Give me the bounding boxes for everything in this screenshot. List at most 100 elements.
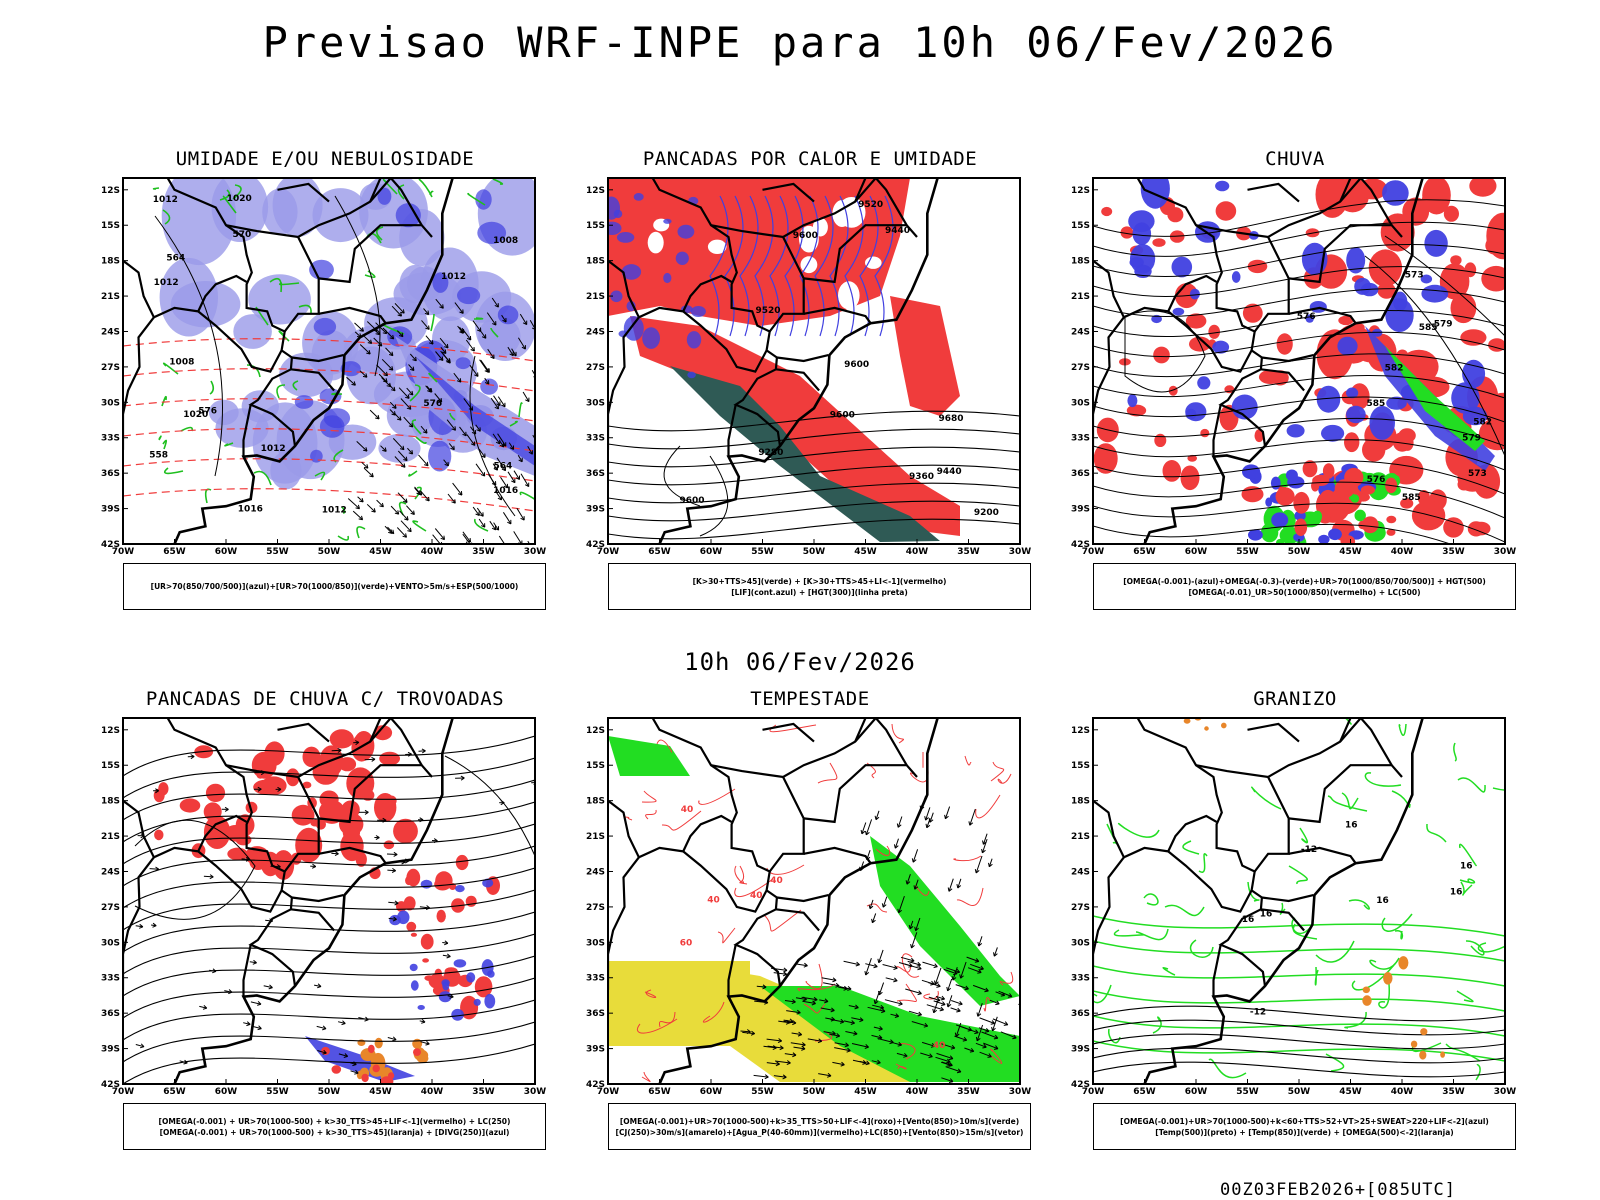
wind-vector-head <box>930 980 935 986</box>
contour-line <box>408 470 418 477</box>
wind-vector-head <box>940 995 945 1001</box>
wind-vector <box>507 346 514 356</box>
wind-vector <box>955 984 969 990</box>
wind-vector <box>848 1005 859 1009</box>
wind-vector <box>983 1042 999 1050</box>
wind-vector <box>878 982 885 996</box>
legend-line: [OMEGA(-0.001)-(azul)+OMEGA(-0.3)-(verde… <box>1123 576 1486 586</box>
wind-vector <box>865 963 878 968</box>
lat-label: 36S <box>101 469 120 479</box>
lon-label: 45W <box>854 1087 877 1096</box>
wind-vector-head <box>791 999 796 1005</box>
lat-label: 24S <box>1071 327 1090 337</box>
contour-line <box>1299 827 1309 844</box>
contour-line <box>1093 374 1505 399</box>
wind-vector <box>970 963 984 970</box>
field-shading <box>480 378 498 395</box>
contour-line <box>161 395 167 407</box>
wind-vector <box>993 947 998 957</box>
wind-vector-head <box>803 962 808 968</box>
wind-vector <box>920 1052 933 1058</box>
wind-vector-head <box>939 1006 944 1012</box>
wind-vector <box>406 505 415 515</box>
field-shading <box>377 187 392 205</box>
field-shading <box>367 1044 375 1054</box>
border-line <box>369 718 382 743</box>
wind-vector-head <box>383 378 388 383</box>
contour-line <box>1113 929 1145 937</box>
wind-vector-head <box>830 1007 835 1013</box>
wind-vector <box>472 506 480 516</box>
contour-line <box>152 187 160 190</box>
wind-vector <box>873 1026 883 1030</box>
border-line <box>1212 404 1222 457</box>
contour-line <box>1093 288 1505 318</box>
wind-vector-head <box>468 406 474 411</box>
lat-label: 18S <box>1071 257 1090 267</box>
wind-vector-head <box>969 1047 975 1053</box>
lat-label: 12S <box>1071 186 1090 196</box>
lat-label: 15S <box>1071 221 1090 231</box>
contour-label: 9600 <box>793 231 818 241</box>
contour-line <box>123 368 535 392</box>
contour-line <box>1288 865 1308 885</box>
field-shading <box>329 729 354 749</box>
field-shading <box>1294 518 1308 537</box>
wind-vector-head <box>404 516 409 521</box>
lat-label: 18S <box>101 257 120 267</box>
field-shading <box>1275 487 1295 506</box>
panel-trovoadas: PANCADAS DE CHUVA C/ TROVOADAS 12S 15S 18S 2… <box>95 688 555 1150</box>
contour-line <box>253 470 272 486</box>
contour-line <box>1093 915 1505 937</box>
wind-vector <box>484 377 490 385</box>
wind-vector-head <box>497 495 502 501</box>
wind-vector-head <box>923 1022 929 1028</box>
wind-vector <box>829 1033 840 1037</box>
wind-vector <box>354 322 364 332</box>
field-shading <box>405 876 413 886</box>
field-shading <box>1467 521 1485 537</box>
wind-vector-head <box>792 1052 797 1058</box>
wind-vector-head <box>855 961 860 967</box>
lat-label: 21S <box>586 832 605 842</box>
contour-line <box>1143 893 1159 906</box>
contour-line <box>608 518 1020 540</box>
contour-line <box>162 209 171 225</box>
field-shading <box>707 239 727 254</box>
contour-line <box>661 810 702 831</box>
border-line <box>854 718 867 743</box>
wind-vector-head <box>976 1012 982 1017</box>
contour-label: 9440 <box>937 467 962 477</box>
wind-vector-head <box>538 485 542 489</box>
wind-vector <box>988 858 993 867</box>
legend-line: [OMEGA(-0.001)+UR>70(1000-500)+k<60+TTS>… <box>1120 1116 1489 1126</box>
wind-vector-head <box>155 788 159 794</box>
wind-vector-head <box>1012 1034 1017 1040</box>
field-shading <box>1242 303 1263 323</box>
wind-vector <box>396 527 407 538</box>
wind-vector-head <box>948 1078 954 1083</box>
wind-vector <box>896 1052 908 1057</box>
wind-vector-head <box>811 1000 816 1006</box>
wind-vector-head <box>355 740 360 746</box>
border-line <box>776 894 829 903</box>
field-shading <box>321 1046 330 1056</box>
wind-vector <box>501 314 507 323</box>
field-shading <box>484 993 496 1009</box>
wind-vector-head <box>951 976 957 981</box>
wind-vector <box>843 960 860 966</box>
field-shading <box>378 433 421 463</box>
contour-line <box>956 887 984 907</box>
lon-label: 65W <box>163 547 186 556</box>
contour-label: 573 <box>1405 271 1424 281</box>
contour-line <box>999 971 1014 986</box>
contour-line <box>162 439 168 450</box>
wind-vector <box>179 1060 188 1064</box>
wind-vector <box>914 879 919 890</box>
contour-line <box>1093 439 1505 471</box>
wind-vector-head <box>500 800 505 806</box>
field-shading <box>633 193 644 201</box>
wind-vector <box>347 498 360 510</box>
lon-label: 45W <box>369 1087 392 1096</box>
lon-label: 55W <box>751 547 774 556</box>
